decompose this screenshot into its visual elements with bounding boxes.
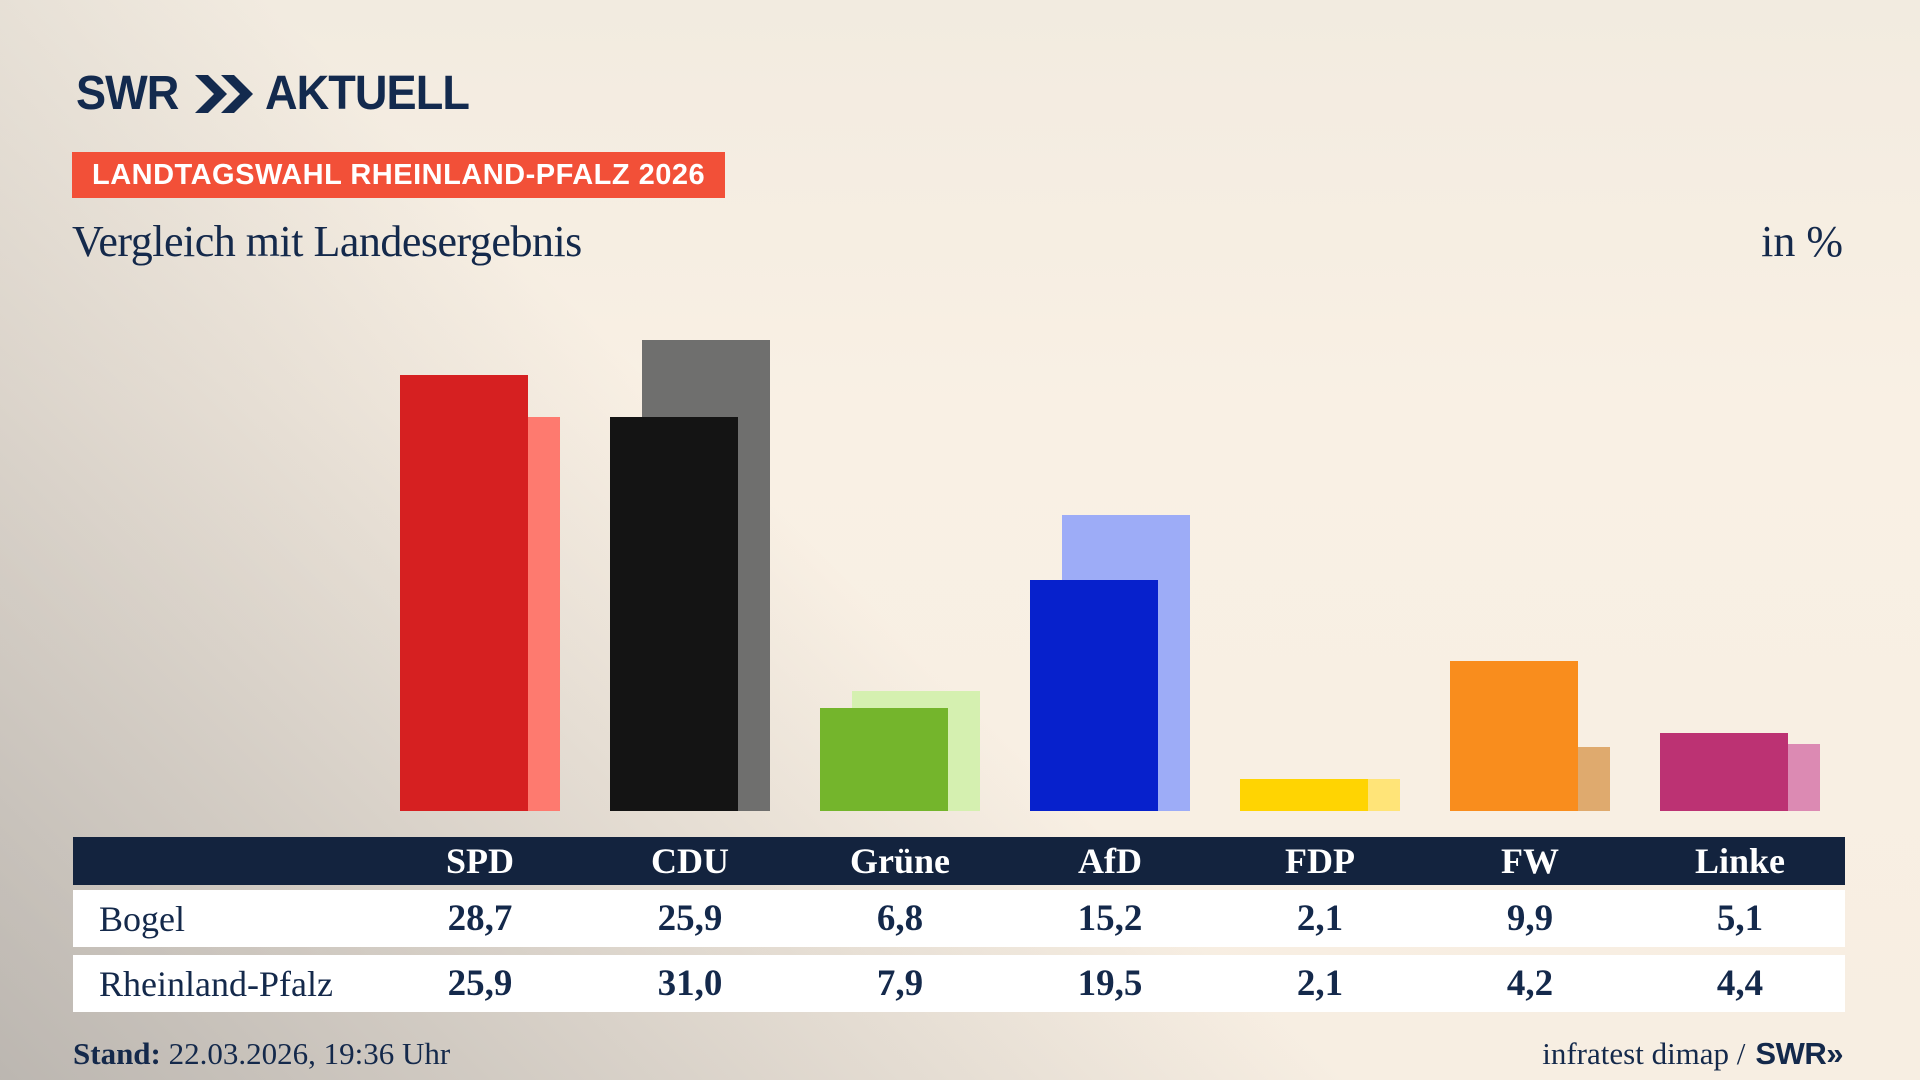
- header-cell-linke: Linke: [1694, 841, 1786, 881]
- bar-fw-bogel: [1450, 661, 1578, 811]
- swr-aktuell-logo: SWR AKTUELL: [76, 66, 482, 121]
- table-row-bogel: Bogel 28,7 25,9 6,8 15,2 2,1 9,9 5,1: [73, 890, 1845, 947]
- stand-value: 22.03.2026, 19:36 Uhr: [168, 1036, 451, 1071]
- value-cell-rlp-linke: 4,4: [1716, 963, 1764, 1004]
- header-cell-spd: SPD: [445, 841, 514, 881]
- table-header-row: SPD CDU Grüne AfD FDP FW Linke: [73, 837, 1845, 885]
- value-cell-bogel-gruene: 6,8: [876, 898, 924, 939]
- value-cell-bogel-cdu: 25,9: [657, 898, 723, 939]
- header-cell-gruene: Grüne: [849, 841, 950, 881]
- value-cell-bogel-spd: 28,7: [447, 898, 513, 939]
- aktuell-logo-text: AKTUELL: [264, 67, 470, 120]
- value-cell-rlp-cdu: 31,0: [657, 963, 723, 1004]
- header-cell-cdu: CDU: [651, 841, 729, 881]
- value-cell-rlp-fw: 4,2: [1506, 963, 1554, 1004]
- page-title: Vergleich mit Landesergebnis: [72, 217, 582, 266]
- source-text: infratest dimap /: [1542, 1036, 1746, 1071]
- value-cell-bogel-fdp: 2,1: [1296, 898, 1344, 939]
- swr-logo-text: SWR: [76, 67, 179, 120]
- double-chevron-icon: [194, 74, 253, 113]
- row-label: Bogel: [99, 898, 185, 939]
- source-credit: infratest dimap / SWR»: [1542, 1036, 1843, 1072]
- value-cell-bogel-fw: 9,9: [1506, 898, 1554, 939]
- value-cell-rlp-spd: 25,9: [447, 963, 513, 1004]
- value-cell-rlp-gruene: 7,9: [876, 963, 924, 1004]
- election-badge: LANDTAGSWAHL RHEINLAND-PFALZ 2026: [72, 152, 726, 198]
- stand-label: Stand:: [73, 1036, 161, 1071]
- value-cell-rlp-afd: 19,5: [1077, 963, 1143, 1004]
- header-cell-fdp: FDP: [1285, 841, 1355, 881]
- value-cell-rlp-fdp: 2,1: [1296, 963, 1344, 1004]
- bar-linke-bogel: [1660, 733, 1788, 811]
- bar-spd-bogel: [400, 375, 528, 811]
- bar-afd-bogel: [1030, 580, 1158, 811]
- bar-cdu-bogel: [610, 417, 738, 811]
- results-table: SPD CDU Grüne AfD FDP FW Linke Bogel 28,…: [73, 837, 1845, 1012]
- value-cell-bogel-linke: 5,1: [1716, 898, 1764, 939]
- bar-gruene-bogel: [820, 708, 948, 811]
- unit-label: in %: [1761, 217, 1843, 266]
- row-label: Rheinland-Pfalz: [99, 963, 333, 1004]
- timestamp: Stand: 22.03.2026, 19:36 Uhr: [73, 1036, 450, 1072]
- value-cell-bogel-afd: 15,2: [1077, 898, 1143, 939]
- table-row-rheinland-pfalz: Rheinland-Pfalz 25,9 31,0 7,9 19,5 2,1 4…: [73, 955, 1845, 1012]
- source-swr-logo: SWR»: [1755, 1036, 1843, 1071]
- bar-fdp-bogel: [1240, 779, 1368, 811]
- header-cell-fw: FW: [1501, 841, 1559, 881]
- header-cell-afd: AfD: [1078, 841, 1142, 881]
